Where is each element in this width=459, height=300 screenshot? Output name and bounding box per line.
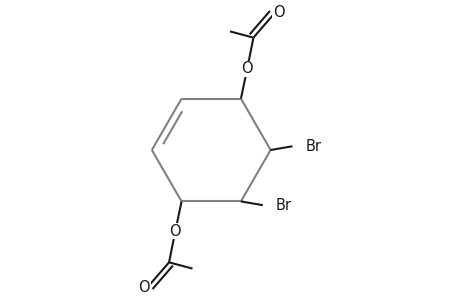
Text: O: O — [272, 5, 284, 20]
Text: O: O — [138, 280, 150, 295]
Text: O: O — [241, 61, 252, 76]
Text: O: O — [169, 224, 181, 238]
Text: Br: Br — [275, 198, 291, 213]
Text: Br: Br — [305, 139, 321, 154]
